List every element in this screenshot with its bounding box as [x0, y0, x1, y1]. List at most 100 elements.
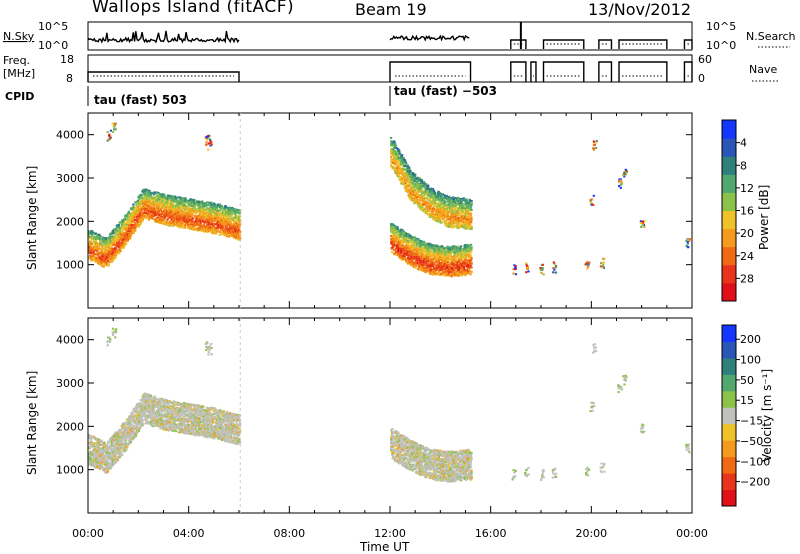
data-cell [219, 217, 222, 220]
data-cell [439, 269, 442, 272]
data-cell [399, 229, 402, 232]
data-cell [139, 199, 142, 202]
data-cell [124, 238, 127, 241]
data-cell [115, 253, 118, 255]
data-cell [104, 245, 107, 248]
data-cell [123, 244, 126, 247]
data-cell [152, 193, 156, 196]
data-cell [412, 244, 415, 247]
data-cell [92, 253, 95, 256]
data-cell [420, 267, 423, 270]
data-cell [188, 199, 191, 202]
date-label: 13/Nov/2012 [588, 0, 692, 19]
data-cell [429, 255, 432, 258]
data-cell [401, 242, 404, 245]
data-cell [173, 219, 176, 222]
data-cell [125, 214, 128, 217]
data-cell [229, 210, 233, 213]
data-cell [154, 214, 158, 217]
data-cell [179, 214, 182, 216]
data-cell [456, 267, 459, 270]
data-cell [170, 198, 173, 201]
data-cell [129, 236, 132, 239]
data-cell [461, 274, 464, 277]
data-cell [163, 214, 166, 216]
data-cell [410, 256, 413, 259]
data-cell [93, 237, 96, 240]
data-cell [100, 257, 103, 260]
data-cell [437, 260, 440, 263]
data-cell [154, 196, 158, 199]
data-cell [430, 245, 433, 248]
data-cell [444, 253, 447, 256]
data-cell [170, 202, 173, 205]
data-cell [122, 242, 125, 245]
data-cell [206, 208, 209, 211]
data-cell [146, 206, 149, 208]
data-cell [180, 217, 183, 220]
data-cell [90, 244, 93, 247]
data-cell [212, 225, 215, 227]
data-cell [444, 274, 448, 277]
data-cell [165, 196, 168, 199]
data-cell [440, 265, 443, 268]
data-cell [170, 215, 173, 218]
data-cell [230, 208, 233, 211]
data-cell [91, 248, 94, 250]
data-cell [183, 214, 186, 217]
data-cell [127, 211, 130, 214]
data-cell [186, 217, 189, 220]
data-cell [219, 207, 222, 210]
data-cell [440, 262, 443, 265]
data-cell [95, 256, 98, 259]
data-cell [193, 202, 196, 204]
data-cell [450, 250, 454, 253]
data-cell [209, 204, 212, 207]
data-cell [191, 208, 194, 211]
data-cell [88, 245, 91, 248]
data-cell [234, 227, 237, 230]
data-cell [116, 226, 119, 229]
data-cell [396, 243, 399, 246]
data-cell [429, 267, 432, 270]
data-cell [405, 162, 408, 165]
data-cell [465, 272, 468, 275]
data-cell [200, 225, 203, 228]
data-cell [178, 206, 181, 209]
data-cell [411, 259, 414, 262]
data-cell [132, 203, 135, 206]
data-cell [117, 228, 120, 231]
data-cell [166, 220, 169, 223]
data-cell [463, 264, 466, 266]
data-cell [467, 270, 470, 273]
data-cell [233, 217, 236, 220]
data-cell [88, 234, 91, 237]
data-cell [416, 253, 419, 256]
data-cell [430, 268, 433, 271]
data-cell [218, 205, 222, 208]
data-cell [143, 204, 147, 207]
data-cell [417, 244, 420, 247]
data-cell [157, 208, 160, 211]
data-cell [444, 273, 447, 276]
data-cell [153, 200, 157, 203]
data-cell [95, 246, 98, 249]
data-cell [128, 228, 131, 231]
data-cell [466, 243, 469, 246]
data-cell [196, 223, 199, 225]
data-cell [183, 205, 186, 208]
data-cell [106, 244, 109, 247]
data-cell [171, 197, 174, 199]
data-cell [190, 200, 193, 203]
data-cell [451, 264, 455, 267]
data-cell [199, 229, 202, 232]
data-cell [201, 227, 204, 229]
data-cell [149, 205, 152, 208]
data-cell [402, 248, 405, 251]
data-cell [439, 274, 442, 277]
data-cell [118, 241, 121, 244]
data-cell [175, 215, 178, 217]
data-cell [105, 257, 108, 260]
data-cell [427, 248, 430, 251]
